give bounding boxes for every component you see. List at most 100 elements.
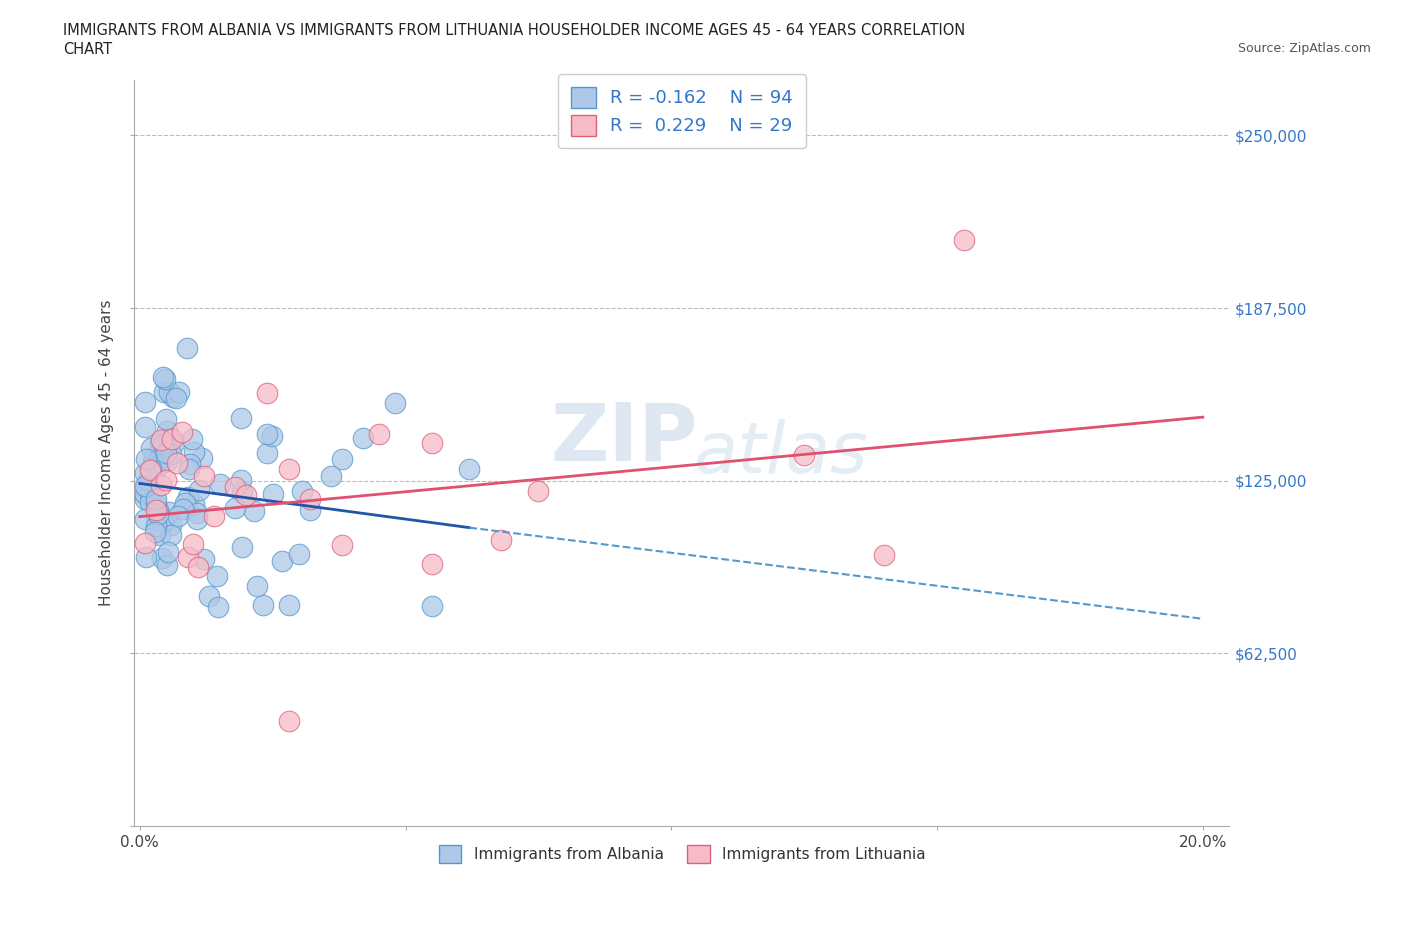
Text: Source: ZipAtlas.com: Source: ZipAtlas.com	[1237, 42, 1371, 55]
Point	[145, 502, 167, 517]
Point	[172, 501, 194, 516]
Point	[256, 445, 278, 460]
Point	[134, 486, 156, 501]
Point	[527, 484, 550, 498]
Point	[262, 486, 284, 501]
Point	[186, 505, 208, 520]
Point	[420, 435, 443, 450]
Point	[177, 461, 200, 476]
Point	[277, 713, 299, 728]
Point	[187, 483, 209, 498]
Text: CHART: CHART	[63, 42, 112, 57]
Point	[160, 517, 183, 532]
Point	[368, 427, 391, 442]
Point	[229, 472, 252, 487]
Point	[138, 495, 160, 510]
Point	[205, 569, 228, 584]
Point	[142, 455, 165, 470]
Point	[952, 232, 974, 247]
Point	[277, 598, 299, 613]
Point	[177, 490, 200, 505]
Point	[873, 548, 896, 563]
Point	[181, 537, 204, 551]
Point	[156, 453, 179, 468]
Point	[176, 340, 198, 355]
Point	[135, 478, 157, 493]
Point	[134, 492, 156, 507]
Point	[202, 509, 225, 524]
Point	[153, 385, 176, 400]
Text: atlas: atlas	[693, 418, 868, 487]
Point	[134, 512, 156, 526]
Point	[152, 437, 174, 452]
Point	[193, 469, 215, 484]
Point	[174, 496, 197, 511]
Point	[149, 435, 172, 450]
Point	[252, 597, 274, 612]
Point	[246, 578, 269, 593]
Point	[134, 478, 156, 493]
Point	[157, 385, 180, 400]
Point	[271, 553, 294, 568]
Point	[256, 386, 278, 401]
Point	[458, 461, 481, 476]
Point	[139, 463, 162, 478]
Point	[134, 419, 156, 434]
Point	[146, 507, 169, 522]
Point	[150, 432, 173, 447]
Point	[156, 557, 179, 572]
Point	[136, 472, 159, 487]
Point	[183, 496, 205, 511]
Point	[162, 435, 184, 450]
Point	[330, 538, 353, 552]
Point	[176, 550, 198, 565]
Point	[152, 369, 174, 384]
Point	[191, 450, 214, 465]
Point	[142, 465, 165, 480]
Point	[143, 449, 166, 464]
Point	[148, 457, 170, 472]
Point	[420, 556, 443, 571]
Point	[166, 456, 188, 471]
Point	[160, 432, 183, 446]
Point	[134, 395, 156, 410]
Point	[179, 457, 201, 472]
Point	[162, 390, 184, 405]
Point	[489, 532, 512, 547]
Point	[167, 509, 190, 524]
Point	[160, 446, 183, 461]
Point	[198, 589, 221, 604]
Point	[145, 518, 167, 533]
Point	[145, 510, 167, 525]
Point	[288, 546, 311, 561]
Point	[242, 503, 264, 518]
Point	[321, 468, 343, 483]
Text: ZIP: ZIP	[551, 399, 697, 477]
Point	[148, 503, 170, 518]
Point	[229, 410, 252, 425]
Point	[152, 551, 174, 565]
Y-axis label: Householder Income Ages 45 - 64 years: Householder Income Ages 45 - 64 years	[100, 299, 114, 606]
Point	[224, 479, 246, 494]
Point	[256, 427, 278, 442]
Point	[143, 525, 166, 539]
Point	[160, 528, 183, 543]
Text: IMMIGRANTS FROM ALBANIA VS IMMIGRANTS FROM LITHUANIA HOUSEHOLDER INCOME AGES 45 : IMMIGRANTS FROM ALBANIA VS IMMIGRANTS FR…	[63, 23, 966, 38]
Point	[207, 600, 229, 615]
Point	[149, 528, 172, 543]
Point	[134, 536, 156, 551]
Point	[298, 503, 321, 518]
Point	[291, 484, 314, 498]
Point	[135, 550, 157, 565]
Point	[134, 466, 156, 481]
Point	[208, 476, 231, 491]
Point	[224, 500, 246, 515]
Point	[139, 486, 162, 501]
Point	[148, 451, 170, 466]
Point	[193, 551, 215, 566]
Point	[157, 544, 180, 559]
Point	[172, 425, 194, 440]
Point	[298, 492, 321, 507]
Point	[155, 412, 177, 427]
Point	[145, 497, 167, 512]
